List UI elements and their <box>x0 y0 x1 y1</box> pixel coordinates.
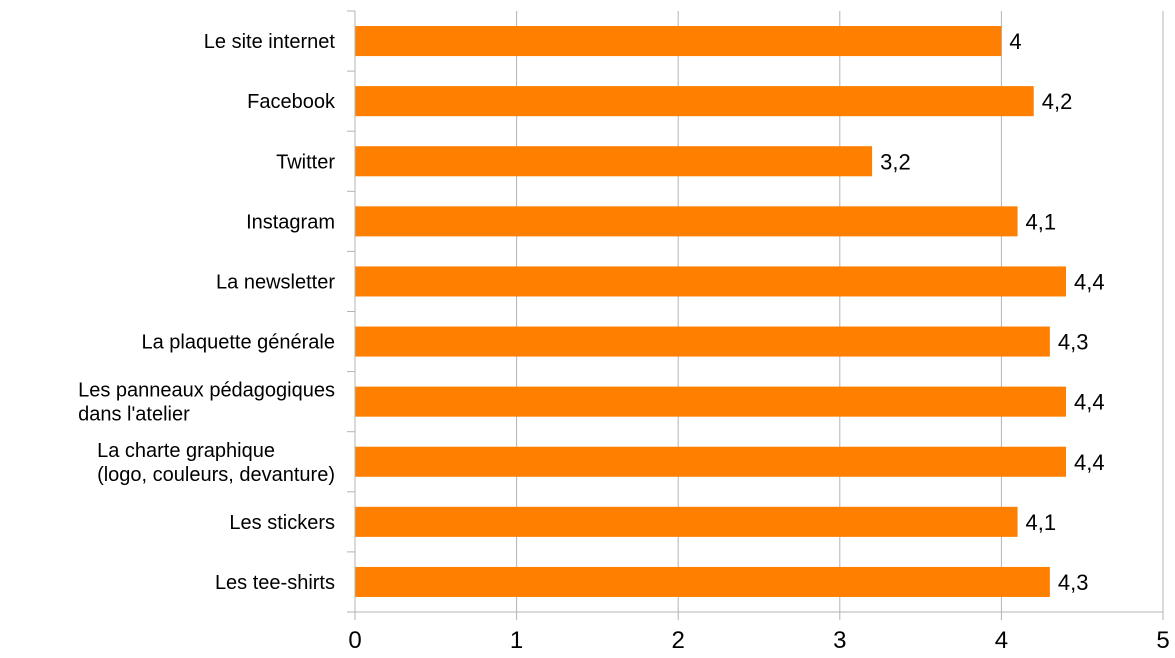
category-label: Twitter <box>276 151 335 173</box>
category-label-line: La plaquette générale <box>142 332 336 354</box>
value-label: 4 <box>1009 29 1021 54</box>
category-label-line: Instagram <box>246 211 335 233</box>
bars <box>355 26 1067 597</box>
bar <box>355 146 873 177</box>
bar <box>355 266 1067 297</box>
category-label: La plaquette générale <box>142 332 336 354</box>
x-tick-label: 5 <box>1156 627 1169 654</box>
category-labels: Le site internet Facebook Twitter Instagram… <box>78 31 336 594</box>
value-label: 4,1 <box>1026 510 1057 535</box>
value-label: 4,1 <box>1026 209 1057 234</box>
axes <box>347 10 1164 620</box>
value-label: 4,4 <box>1074 390 1105 415</box>
category-label: La charte graphique (logo, couleurs, deva… <box>97 440 335 486</box>
value-label: 4,2 <box>1042 89 1073 114</box>
category-label-line: Le site internet <box>204 31 336 53</box>
category-label: Facebook <box>247 91 336 113</box>
category-label: Les panneaux pédagogiques dans l'atelier <box>78 380 335 426</box>
category-label-line: dans l'atelier <box>78 404 190 426</box>
bar <box>355 566 1050 597</box>
category-label-line: Les panneaux pédagogiques <box>78 380 335 402</box>
value-label: 3,2 <box>880 149 911 174</box>
category-label-line: Facebook <box>247 91 336 113</box>
value-label: 4,3 <box>1058 330 1089 355</box>
x-tick-label: 2 <box>672 627 685 654</box>
category-label-line: La newsletter <box>216 271 335 293</box>
category-label: Instagram <box>246 211 335 233</box>
x-tick-label: 0 <box>348 627 361 654</box>
category-label: Le site internet <box>204 31 336 53</box>
bar <box>355 26 1002 57</box>
bar <box>355 326 1050 357</box>
value-labels: 4 4,2 3,2 4,1 4,4 4,3 4,4 4,4 4,1 4,3 <box>880 29 1105 595</box>
x-tick-label: 4 <box>995 627 1008 654</box>
x-tick-labels: 0 1 2 3 4 5 <box>348 627 1169 654</box>
bar <box>355 506 1018 537</box>
x-tick-label: 3 <box>833 627 846 654</box>
category-label: Les stickers <box>229 512 335 534</box>
category-label-line: Les stickers <box>229 512 335 534</box>
category-label: La newsletter <box>216 271 335 293</box>
bar <box>355 86 1034 117</box>
category-label-line: Les tee-shirts <box>215 572 335 594</box>
category-label: Les tee-shirts <box>215 572 335 594</box>
bar <box>355 206 1018 237</box>
bar <box>355 386 1067 417</box>
value-label: 4,4 <box>1074 269 1105 294</box>
x-tick-label: 1 <box>510 627 523 654</box>
category-label-line: La charte graphique <box>97 440 275 462</box>
value-label: 4,4 <box>1074 450 1105 475</box>
category-label-line: (logo, couleurs, devanture) <box>97 464 335 486</box>
value-label: 4,3 <box>1058 570 1089 595</box>
bar <box>355 446 1067 477</box>
category-label-line: Twitter <box>276 151 335 173</box>
